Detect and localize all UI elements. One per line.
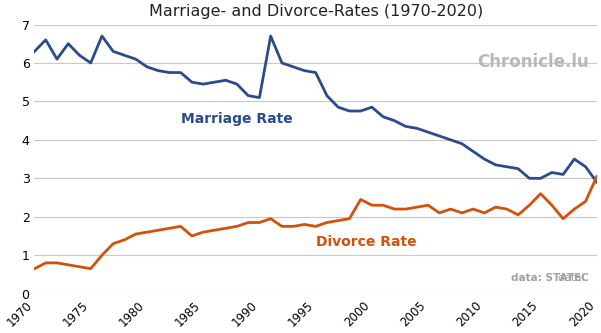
Text: data: STATEC: data: STATEC bbox=[511, 272, 588, 282]
Text: Divorce Rate: Divorce Rate bbox=[316, 235, 416, 249]
Title: Marriage- and Divorce-Rates (1970-2020): Marriage- and Divorce-Rates (1970-2020) bbox=[148, 4, 483, 19]
Text: Chronicle.lu: Chronicle.lu bbox=[477, 53, 588, 71]
Text: Marriage Rate: Marriage Rate bbox=[181, 112, 293, 126]
Text: data:: data: bbox=[558, 272, 588, 282]
